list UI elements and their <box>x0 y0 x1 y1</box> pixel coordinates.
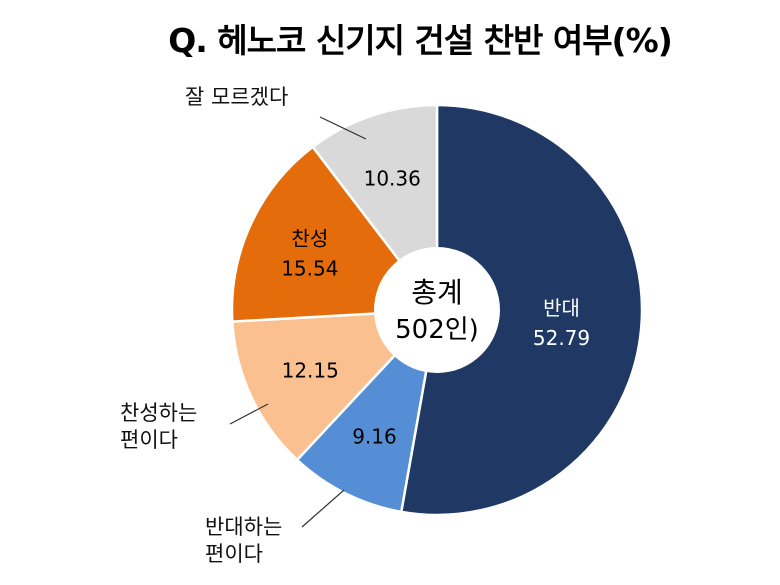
leader-line-unknown <box>319 116 367 140</box>
slice-3-value-label: 12.15 <box>282 358 339 382</box>
center-hole <box>374 247 500 373</box>
external-label-lean-favor-line1: 찬성하는 <box>120 401 198 425</box>
external-label-lean-oppose-line2: 편이다 <box>205 542 263 566</box>
slice-1 <box>399 103 644 517</box>
slice-4-name-label: 찬성 <box>291 226 328 250</box>
external-label-unknown: 잘 모르겠다 <box>185 85 289 109</box>
center-label-line1: 총계 <box>411 276 463 309</box>
slice-3 <box>231 308 441 462</box>
slice-4-value-label: 15.54 <box>281 256 338 280</box>
leader-line-lean-oppose <box>301 489 345 528</box>
slice-5-value-label: 10.36 <box>364 166 421 190</box>
leader-line-lean-favor <box>229 403 269 425</box>
chart-title: Q. 헤노코 신기지 건설 찬반 여부(%) <box>168 21 673 60</box>
slice-1-value-label: 52.79 <box>533 326 590 350</box>
external-label-lean-oppose: 반대하는 편이다 <box>205 514 282 568</box>
external-label-lean-oppose-line1: 반대하는 <box>205 515 283 539</box>
slice-2-value-label: 9.16 <box>352 424 397 448</box>
slice-1-name-label: 반대 <box>543 296 580 320</box>
center-label-line2: 502인) <box>395 315 479 345</box>
external-label-lean-favor: 찬성하는 편이다 <box>120 400 197 454</box>
external-label-lean-favor-line2: 편이다 <box>120 428 178 452</box>
